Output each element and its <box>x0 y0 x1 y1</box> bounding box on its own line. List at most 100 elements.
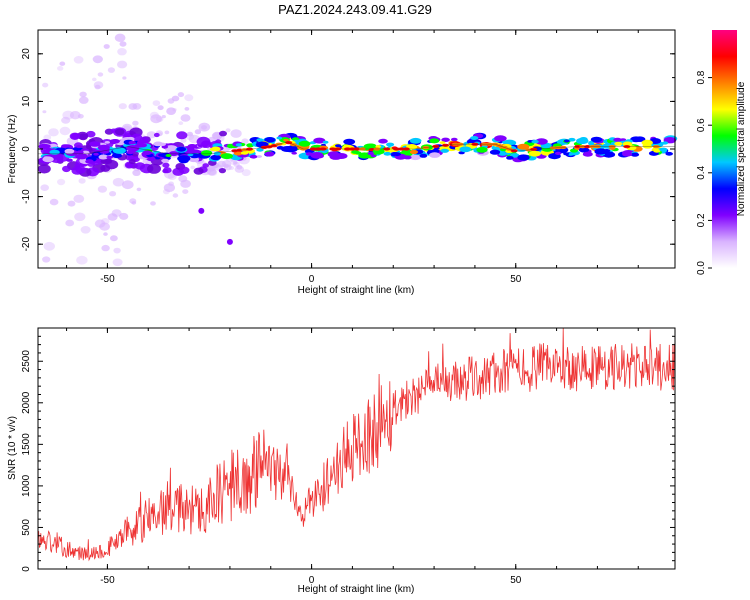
spectrogram-cell <box>93 152 99 156</box>
spectrogram-cell <box>172 108 177 112</box>
spectrogram-cell <box>256 147 264 152</box>
snr-y-tick-label: 2000 <box>21 391 32 414</box>
spectrogram-cell <box>440 148 450 153</box>
spectrogram-cell <box>122 180 134 190</box>
spectrogram-cell <box>112 258 123 267</box>
spectrogram-cell <box>470 136 479 140</box>
spectrogram-cell <box>501 140 508 144</box>
spectrogram-cell <box>103 44 110 49</box>
spectrogram-cell <box>184 94 194 102</box>
spectrogram-cell <box>186 131 193 137</box>
spectrogram-cell <box>233 161 240 167</box>
spectrogram-cell <box>568 137 576 142</box>
spectrogram-cell <box>370 154 377 158</box>
spectrogram-y-tick-label: 10 <box>21 95 32 107</box>
spectrogram-cell <box>176 131 188 140</box>
spectrogram-cell <box>122 76 127 80</box>
spectrogram-cell <box>86 130 96 138</box>
spectrogram-cell <box>161 158 170 163</box>
spectrogram-cell <box>150 114 162 124</box>
snr-x-tick-label: 50 <box>510 575 522 586</box>
spectrogram-cell <box>107 67 115 73</box>
spectrogram-cell <box>48 128 59 137</box>
spectrogram-cell <box>241 169 251 177</box>
spectrogram-cell <box>498 151 507 156</box>
colorbar-ticks: 0.0 0.2 0.4 0.6 0.8 <box>696 70 712 275</box>
spectrogram-cell <box>228 166 235 170</box>
spectrogram-cell <box>69 111 81 120</box>
spectrogram-cell <box>97 144 110 151</box>
spectrogram-cell <box>578 147 590 153</box>
spectrogram-cell <box>73 56 84 64</box>
spectrogram-cell <box>178 121 184 126</box>
spectrogram-cell <box>162 188 170 195</box>
spectrogram-cell <box>661 141 669 145</box>
spectrogram-y-tick-label: 0 <box>21 146 32 152</box>
spectrogram-cell <box>166 107 177 115</box>
spectrogram-cell <box>43 134 52 141</box>
colorbar-label: Normalized spectral amplitude <box>736 81 747 216</box>
spectrogram-cell <box>241 138 249 144</box>
spectrogram-cell <box>299 154 307 158</box>
spectrogram-cell <box>209 147 217 151</box>
spectrogram-cell <box>147 163 161 174</box>
spectrogram-cell <box>582 151 593 157</box>
spectrogram-cell <box>118 103 127 110</box>
spectrogram-cell <box>65 219 75 227</box>
spectrogram-cell <box>226 238 233 245</box>
spectrogram-cell <box>291 151 298 155</box>
spectrogram-cell <box>157 105 164 111</box>
spectrogram-cell <box>43 241 55 251</box>
spectrogram-cell <box>165 154 172 157</box>
spectrogram-x-tick-label: 0 <box>309 274 315 285</box>
spectrogram-cell <box>614 141 623 146</box>
spectrogram-cell <box>153 132 160 138</box>
spectrogram-cell <box>79 96 89 104</box>
spectrogram-cell <box>603 149 611 153</box>
spectrogram-cell <box>150 201 156 206</box>
spectrogram-x-tick-label: 50 <box>510 274 522 285</box>
spectrogram-cell <box>85 159 94 164</box>
colorbar-tick-label: 0.2 <box>696 213 707 227</box>
spectrogram-cell <box>517 143 530 150</box>
spectrogram-cell <box>358 152 371 159</box>
spectrogram-cell <box>92 55 103 64</box>
spectrogram-cell <box>198 122 211 132</box>
snr-y-tick-label: 1000 <box>21 474 32 497</box>
spectrogram-cell <box>401 149 414 156</box>
spectrogram-cell <box>634 136 646 142</box>
spectrogram-cell <box>641 139 653 146</box>
spectrogram-cell <box>119 41 127 47</box>
spectrogram-cell <box>113 247 121 254</box>
spectrogram-cell <box>49 198 59 206</box>
spectrogram-cell <box>111 209 122 217</box>
figure-title: PAZ1.2024.243.09.41.G29 <box>278 2 432 17</box>
spectrogram-cell <box>104 141 111 144</box>
snr-x-axis-label: Height of straight line (km) <box>298 584 415 595</box>
spectrogram-cell <box>61 116 71 124</box>
spectrogram-x-tick-label: -50 <box>100 274 115 285</box>
spectrogram-cell <box>128 140 136 145</box>
spectrogram-cell <box>194 129 202 135</box>
spectrogram-cell <box>383 151 392 156</box>
snr-x-tick-label: 0 <box>309 575 315 586</box>
spectrogram-cell <box>531 139 539 144</box>
spectrogram-cell <box>256 138 264 142</box>
spectrogram-cell <box>219 130 227 137</box>
spectrogram-cell <box>172 193 179 198</box>
spectrogram-cell <box>40 184 49 191</box>
spectrogram-cell <box>367 151 374 156</box>
spectrogram-cell <box>43 156 50 160</box>
spectrogram-cell <box>59 61 66 66</box>
spectrogram-cell <box>164 130 170 135</box>
spectrogram-cell <box>240 151 249 155</box>
spectrogram-cell <box>126 150 135 155</box>
spectrogram-cell <box>178 175 188 183</box>
spectrogram-cell <box>223 163 229 168</box>
spectrogram-cell <box>69 132 81 140</box>
spectrogram-cell <box>286 145 298 152</box>
spectrogram-cell <box>476 146 488 153</box>
spectrogram-cell <box>128 159 136 165</box>
spectrogram-cell <box>162 168 169 174</box>
